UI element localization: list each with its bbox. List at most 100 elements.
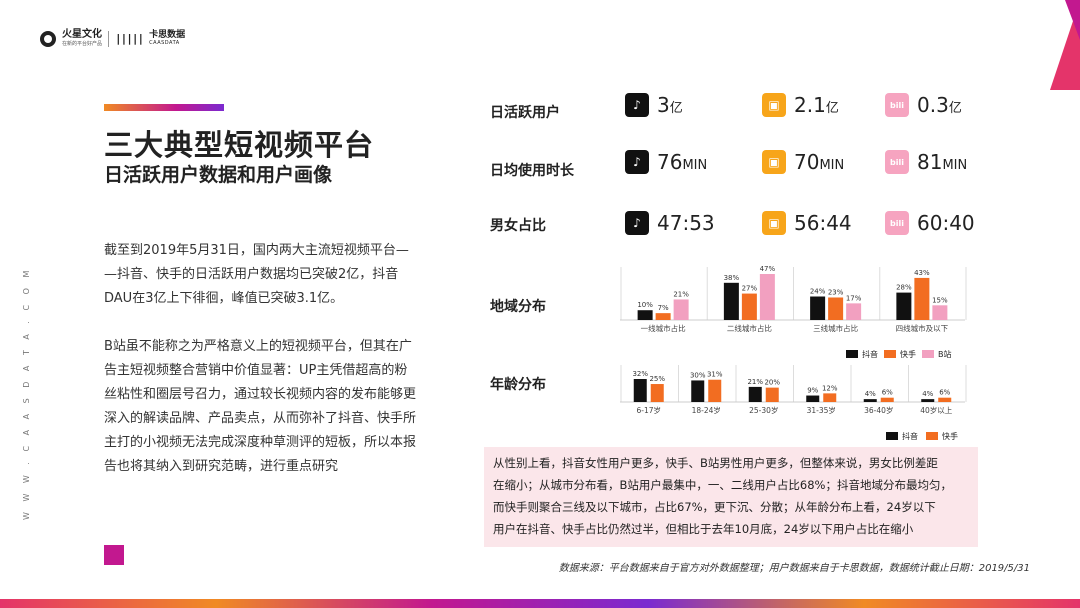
bar-value-label: 24% xyxy=(810,288,826,296)
bar-value-label: 28% xyxy=(896,284,912,292)
stat-unit: MIN xyxy=(819,158,845,173)
para-line: 截至到2019年5月31日，国内两大主流短视频平台— xyxy=(104,243,409,258)
bar-value-label: 31% xyxy=(707,371,723,379)
logo-divider xyxy=(108,30,110,47)
duration-label: 日均使用时长 xyxy=(490,163,574,179)
stat-value: 56:44 xyxy=(794,211,852,235)
category-label: 31-35岁 xyxy=(807,405,836,415)
bar-快手 xyxy=(828,297,844,320)
decorative-square xyxy=(104,545,124,565)
legend-label: B站 xyxy=(938,349,952,359)
stat-unit: MIN xyxy=(682,158,708,173)
duration-stat-2: bili 81MIN xyxy=(885,150,967,174)
page-title: 三大典型短视频平台 xyxy=(104,128,375,162)
bar-抖音 xyxy=(810,296,826,320)
legend-swatch xyxy=(886,432,898,440)
category-label: 一线城市占比 xyxy=(641,323,686,333)
bar-value-label: 21% xyxy=(747,378,763,386)
para-line: 深入的解读品牌、产品卖点，从而弥补了抖音、快手所 xyxy=(104,411,417,426)
bar-抖音 xyxy=(633,379,647,402)
bar-抖音 xyxy=(748,386,762,402)
huoxing-logo-text: 火星文化 在新的平台好产品 xyxy=(62,30,102,48)
page-subtitle: 日活跃用户数据和用户画像 xyxy=(104,164,333,186)
bar-快手 xyxy=(655,313,671,320)
region-label: 地域分布 xyxy=(490,299,546,315)
bar-value-label: 43% xyxy=(914,269,930,277)
bar-抖音 xyxy=(806,395,820,402)
stat-unit: 亿 xyxy=(948,101,962,116)
category-label: 18-24岁 xyxy=(692,405,721,415)
douyin-icon: ♪ xyxy=(625,211,649,235)
age-chart: 32%25% 6-17岁 30% 31% 18-24岁 21% 20% 25-30岁 9% 12%… xyxy=(620,365,967,441)
bar-value-label: 4% xyxy=(922,390,933,398)
bar-value-label: 30% xyxy=(690,371,706,379)
para-line: 主打的小视频无法完成深度种草测评的短板，所以本报 xyxy=(104,435,417,450)
legend-label: 抖音 xyxy=(862,349,878,359)
stat-unit: 亿 xyxy=(825,101,839,116)
stat-value: 2.1亿 xyxy=(794,93,839,117)
douyin-icon: ♪ xyxy=(625,150,649,174)
bar-B站 xyxy=(759,274,775,320)
bar-抖音 xyxy=(921,399,935,402)
bar-value-label: 47% xyxy=(760,265,776,273)
bar-抖音 xyxy=(691,380,705,402)
category-label: 40岁以上 xyxy=(920,405,953,415)
region-chart: 10% 7% 21% 一线城市占比 38%27% 47% 二线城市占比 24% 23%17% 三线… xyxy=(620,265,967,359)
dau-label: 日活跃用户 xyxy=(490,105,560,121)
stat-value: 76MIN xyxy=(657,150,708,174)
stat-value: 70MIN xyxy=(794,150,845,174)
bar-快手 xyxy=(823,393,837,402)
legend-label: 抖音 xyxy=(902,431,918,441)
category-label: 二线城市占比 xyxy=(727,323,772,333)
bar-value-label: 20% xyxy=(764,379,780,387)
legend-label: 快手 xyxy=(942,431,958,441)
bar-抖音 xyxy=(723,282,739,320)
bar-快手 xyxy=(741,293,757,320)
summary-text: 从性别上看，抖音女性用户更多，快手、B站男性用户更多，但整体来说，男女比例差距 … xyxy=(493,452,973,540)
stat-value: 81MIN xyxy=(917,150,968,174)
bar-B站 xyxy=(846,303,862,320)
bar-value-label: 12% xyxy=(822,384,838,392)
para-line: —抖音、快手的日活跃用户数据均已突破2亿，抖音 xyxy=(104,267,399,282)
kuaishou-icon: ▣ xyxy=(762,150,786,174)
gender-stat-2: bili 60:40 xyxy=(885,211,975,235)
bar-value-label: 15% xyxy=(932,296,948,304)
summary-line: 从性别上看，抖音女性用户更多，快手、B站男性用户更多，但整体来说，男女比例差距 xyxy=(493,456,938,470)
bar-value-label: 7% xyxy=(658,304,669,312)
age-label: 年龄分布 xyxy=(490,377,546,393)
gender-stat-1: ▣ 56:44 xyxy=(762,211,852,235)
bar-value-label: 17% xyxy=(846,294,862,302)
data-source: 数据来源：平台数据来自于官方对外数据整理；用户数据来自于卡思数据，数据统计截止日… xyxy=(558,563,1030,574)
vertical-url: W W W . C A A S D A T A . C O M xyxy=(22,266,31,520)
duration-stat-0: ♪ 76MIN xyxy=(625,150,707,174)
bar-快手 xyxy=(880,397,894,402)
bar-value-label: 10% xyxy=(637,301,653,309)
huoxing-logo-icon xyxy=(40,30,56,47)
category-label: 三线城市占比 xyxy=(813,323,858,333)
bilibili-icon: bili xyxy=(885,211,909,235)
bar-value-label: 6% xyxy=(939,389,950,397)
dau-stat-0: ♪ 3亿 xyxy=(625,93,683,117)
stat-value: 60:40 xyxy=(917,211,975,235)
dau-stat-2: bili 0.3亿 xyxy=(885,93,962,117)
para-line: 告主短视频整合营销中价值显著：UP主凭借超高的粉 xyxy=(104,363,408,378)
bar-value-label: 27% xyxy=(742,285,758,293)
bar-B站 xyxy=(932,305,948,320)
para-line: B站虽不能称之为严格意义上的短视频平台，但其在广 xyxy=(104,339,412,354)
bottom-color-strip xyxy=(0,599,1080,608)
bar-value-label: 32% xyxy=(632,370,648,378)
dau-stat-1: ▣ 2.1亿 xyxy=(762,93,839,117)
bar-value-label: 6% xyxy=(882,389,893,397)
title-accent-bar xyxy=(104,104,224,111)
bar-抖音 xyxy=(863,399,877,402)
category-label: 36-40岁 xyxy=(864,405,893,415)
bar-value-label: 23% xyxy=(828,288,844,296)
summary-line: 而快手则聚合三线及以下城市，占比67%，更下沉、分散；从年龄分布上看，24岁以下 xyxy=(493,500,936,514)
bar-value-label: 4% xyxy=(865,390,876,398)
duration-stat-1: ▣ 70MIN xyxy=(762,150,844,174)
legend-label: 快手 xyxy=(900,349,916,359)
stat-value: 0.3亿 xyxy=(917,93,962,117)
gender-stat-0: ♪ 47:53 xyxy=(625,211,715,235)
legend-swatch xyxy=(922,350,934,358)
summary-line: 用户在抖音、快手占比仍然过半，但相比于去年10月底，24岁以下用户占比在缩小 xyxy=(493,522,914,536)
